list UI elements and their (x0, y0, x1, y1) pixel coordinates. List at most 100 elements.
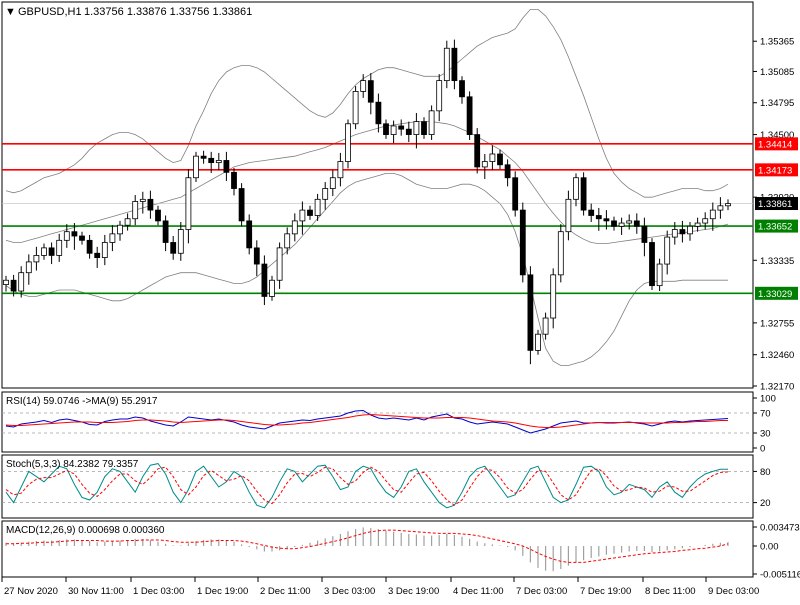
macd-axis-label: 0.00 (760, 542, 779, 553)
stoch-series-1 (5, 463, 728, 509)
candle-bear (246, 220, 253, 249)
candle-bull (717, 205, 724, 211)
candle-bull (443, 47, 450, 82)
stochastic-title: Stoch(5,3,3) 84.2382 79.3357 (6, 459, 139, 470)
middle-band-line (5, 121, 729, 245)
rsi-axis-label: 70 (760, 409, 771, 420)
candle-bull (390, 125, 397, 135)
candle-bull (702, 218, 709, 224)
candle-bull (41, 247, 47, 256)
candle-bear (504, 164, 511, 179)
candle-bear (398, 125, 405, 130)
current-price-tag: 1.33861 (758, 199, 792, 210)
candle-bear (307, 209, 313, 216)
candle-bear (512, 177, 519, 211)
candle-bear (679, 229, 686, 235)
candle-bear (421, 121, 427, 135)
candle-bear (253, 247, 260, 265)
time-axis-label: 27 Nov 2020 (4, 586, 58, 597)
dropdown-arrow-icon[interactable]: ▼ (5, 6, 16, 18)
candle-bull (565, 198, 572, 233)
stochastic-panel[interactable] (1, 454, 754, 519)
candle-bear (200, 155, 207, 159)
macd-signal-line (6, 529, 729, 563)
candle-bear (48, 247, 55, 256)
candle-bear (10, 279, 17, 292)
candle-bull (139, 198, 146, 202)
candle-bear (641, 225, 648, 243)
time-axis-label: 2 Dec 11:00 (260, 586, 311, 597)
candle-bull (314, 198, 321, 216)
price-panel[interactable] (1, 1, 754, 389)
candle-bull (291, 220, 298, 235)
candle-bear (459, 80, 465, 98)
price-axis-label: 1.34500 (760, 130, 794, 141)
candle-bull (299, 209, 306, 222)
candle-bull (694, 222, 701, 227)
candle-bull (413, 121, 420, 135)
time-axis-label: 7 Dec 03:00 (516, 586, 567, 597)
candle-bear (527, 274, 534, 351)
candle-bear (466, 96, 473, 135)
candle-bear (588, 209, 595, 216)
candle-bull (337, 161, 344, 179)
price-axis-label: 1.35085 (760, 67, 794, 78)
stoch-series-2 (5, 466, 729, 506)
price-axis-label: 1.34795 (760, 98, 794, 109)
candle-bear (94, 252, 101, 258)
candle-bear (451, 47, 458, 82)
price-axis-label: 1.32170 (760, 382, 794, 393)
candle-bull (671, 229, 678, 238)
candle-bear (367, 80, 374, 103)
chart-header-symbol: GBPUSD,H1 (18, 6, 82, 18)
candle-bull (557, 231, 564, 276)
candle-bull (725, 203, 731, 207)
candle-bull (18, 272, 25, 292)
candle-bear (611, 220, 617, 227)
candle-bear (375, 101, 382, 125)
candle-bear (580, 177, 587, 211)
candle-bull (687, 225, 693, 235)
candle-bear (231, 171, 237, 189)
upper-band-line (5, 8, 729, 198)
candle-bear (497, 153, 503, 166)
candle-bear (170, 242, 177, 254)
rsi-series-2 (5, 413, 728, 428)
rsi-axis-label: 0 (760, 444, 765, 455)
candle-bull (428, 110, 435, 135)
candle-bull (124, 218, 131, 226)
stoch-axis-label: 80 (760, 467, 771, 478)
candle-bear (162, 220, 169, 243)
macd-panel[interactable] (1, 520, 754, 578)
candle-bull (109, 233, 116, 243)
level-tag-1: 1.34414 (758, 139, 792, 150)
candle-bear (155, 209, 161, 222)
time-axis-label: 4 Dec 11:00 (453, 586, 504, 597)
level-tag-3: 1.33652 (758, 222, 792, 233)
candle-bull (177, 229, 184, 254)
candle-bull (618, 222, 625, 227)
macd-axis-label: -0.005116 (760, 570, 800, 581)
macd-axis-label: 0.003473 (760, 523, 800, 534)
candle-bull (535, 333, 541, 351)
time-axis-label: 1 Dec 19:00 (197, 586, 248, 597)
candle-bear (519, 209, 526, 276)
candle-bull (185, 177, 192, 230)
candle-bear (208, 157, 215, 164)
candle-bull (656, 263, 663, 287)
time-axis-label: 9 Dec 03:00 (708, 586, 759, 597)
candle-bull (489, 153, 496, 162)
rsi-series-1 (5, 409, 729, 434)
price-axis-label: 1.32755 (760, 318, 794, 329)
level-tag-4-bg (755, 286, 798, 300)
candle-bull (626, 220, 633, 224)
candle-bull (193, 155, 199, 179)
candle-bear (474, 134, 481, 168)
candle-bull (33, 255, 40, 263)
candle-bull (573, 177, 579, 200)
candle-bull (56, 239, 63, 256)
rsi-panel[interactable] (1, 391, 754, 453)
price-axis-label: 1.32460 (760, 350, 794, 361)
